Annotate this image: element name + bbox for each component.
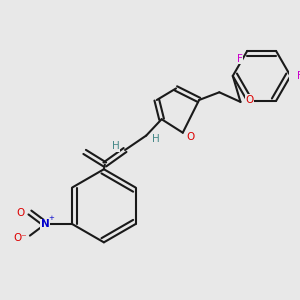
Text: O: O xyxy=(16,208,24,218)
Text: +: + xyxy=(48,215,54,221)
Text: O⁻: O⁻ xyxy=(14,232,27,242)
Text: F: F xyxy=(237,54,242,64)
Text: H: H xyxy=(152,134,160,144)
Text: O: O xyxy=(186,133,195,142)
Text: N: N xyxy=(41,219,50,229)
Text: F: F xyxy=(297,71,300,81)
Text: O: O xyxy=(245,95,253,105)
Text: H: H xyxy=(112,141,119,151)
